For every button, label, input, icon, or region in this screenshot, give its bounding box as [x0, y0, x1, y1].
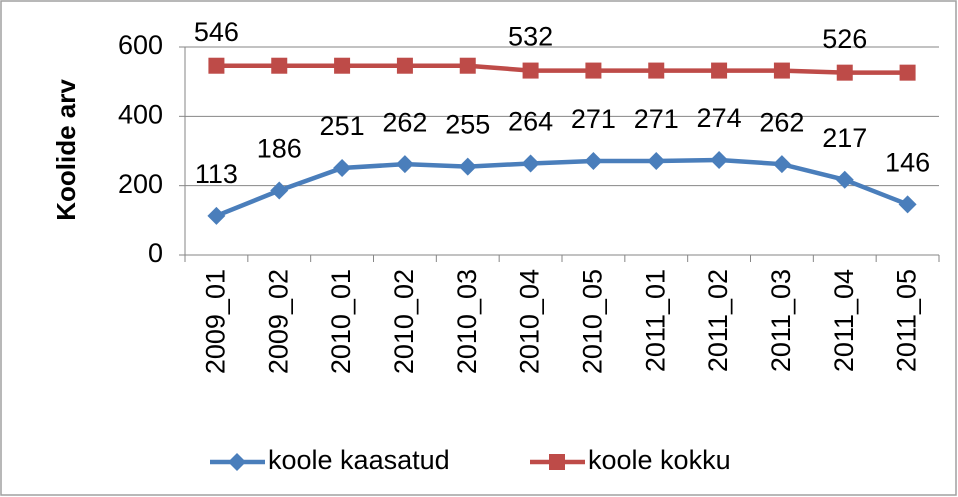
data-label: 264 [508, 107, 553, 137]
series-line [215, 157, 909, 218]
data-point [334, 57, 351, 74]
data-point [772, 155, 791, 174]
data-label: 251 [320, 111, 365, 141]
data-label: 262 [759, 107, 804, 137]
data-point [711, 62, 728, 79]
data-label: 271 [634, 104, 679, 134]
y-tick-label: 600 [118, 30, 163, 60]
data-point [207, 206, 226, 225]
data-label: 255 [445, 110, 490, 140]
data-point [710, 151, 729, 170]
data-point [395, 155, 414, 174]
data-point [333, 158, 352, 177]
legend-label: koole kaasatud [268, 445, 450, 475]
x-tick-label: 2011_02 [703, 269, 733, 372]
data-point [835, 170, 854, 189]
data-label: 532 [508, 22, 553, 52]
data-point [773, 62, 790, 79]
x-tick-label: 2011_04 [829, 269, 859, 372]
data-label: 274 [697, 103, 742, 133]
data-label: 546 [194, 17, 239, 47]
x-tick-label: 2010_04 [515, 269, 545, 374]
data-label: 186 [257, 134, 302, 164]
x-tick-label: 2010_02 [389, 269, 419, 374]
legend-marker [228, 453, 246, 471]
legend-label: koole kokku [588, 445, 731, 475]
series-line [216, 63, 908, 75]
data-label: 146 [885, 148, 930, 178]
x-tick-label: 2009_01 [201, 269, 231, 374]
data-label: 271 [571, 104, 616, 134]
data-point [270, 181, 289, 200]
data-point [396, 57, 413, 74]
x-tick-label: 2011_03 [766, 269, 796, 372]
data-point [836, 64, 853, 81]
x-tick-label: 2011_01 [640, 269, 670, 372]
legend-marker [549, 454, 565, 470]
data-point [522, 62, 539, 79]
x-tick-label: 2010_01 [326, 269, 356, 374]
data-point [208, 57, 225, 74]
y-axis-label: Koolide arv [51, 79, 81, 221]
data-point [899, 64, 916, 81]
data-point [648, 62, 665, 79]
data-label: 113 [195, 159, 238, 189]
x-tick-label: 2010_03 [452, 269, 482, 374]
x-tick-label: 2011_05 [892, 269, 922, 372]
data-point [458, 157, 477, 176]
x-tick-label: 2010_05 [578, 269, 608, 374]
data-point [647, 152, 666, 171]
data-point [521, 154, 540, 173]
data-point [459, 57, 476, 74]
data-point [271, 57, 288, 74]
data-point [584, 152, 603, 171]
x-tick-label: 2009_02 [263, 269, 293, 374]
data-point [898, 195, 917, 214]
data-label: 217 [822, 123, 867, 153]
y-tick-label: 0 [148, 238, 163, 268]
y-tick-label: 400 [118, 99, 163, 129]
data-label: 526 [822, 24, 867, 54]
data-label: 262 [382, 107, 427, 137]
data-point [585, 62, 602, 79]
y-tick-label: 200 [118, 169, 163, 199]
